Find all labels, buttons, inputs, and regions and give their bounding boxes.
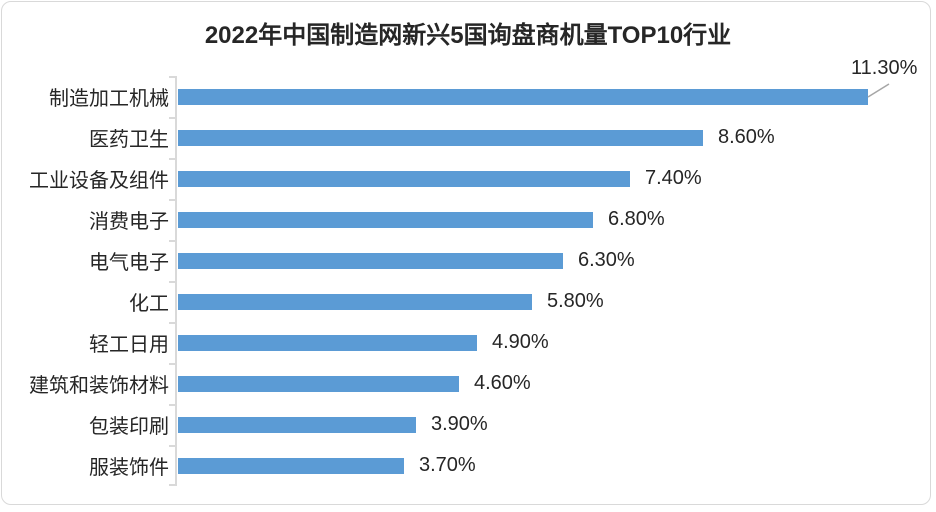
axis-tick [169,363,176,365]
bar-row: 制造加工机械 [0,76,930,117]
category-label: 服装饰件 [89,457,169,479]
category-label: 电气电子 [89,252,169,274]
category-axis-line [175,76,177,486]
bar[interactable] [178,252,563,269]
bar[interactable] [178,416,416,433]
axis-tick [169,404,176,406]
bar[interactable] [178,88,868,105]
axis-tick [169,76,176,78]
category-label: 建筑和装饰材料 [29,375,169,397]
axis-ticks [169,76,176,486]
value-label: 7.40% [645,167,702,189]
bar-row: 电气电子 6.30% [0,240,930,281]
bar[interactable] [178,211,593,228]
bar-track [178,76,930,117]
bar-track: 4.90% [178,322,930,363]
axis-tick [169,240,176,242]
axis-tick [169,281,176,283]
category-label: 消费电子 [89,211,169,233]
bar-track: 6.80% [178,199,930,240]
bar[interactable] [178,375,459,392]
bar[interactable] [178,334,477,351]
axis-tick [169,199,176,201]
value-label-callout: 11.30% [851,57,918,79]
value-label: 3.70% [419,454,476,476]
bar-row: 轻工日用 4.90% [0,322,930,363]
bar-row: 消费电子 6.80% [0,199,930,240]
bar-row: 医药卫生 8.60% [0,117,930,158]
bar[interactable] [178,457,404,474]
category-label: 医药卫生 [89,129,169,151]
bar-track: 6.30% [178,240,930,281]
category-label: 化工 [129,293,169,315]
value-label: 6.30% [578,249,635,271]
category-label: 制造加工机械 [49,88,169,110]
value-label: 6.80% [608,208,665,230]
bar-row: 建筑和装饰材料 4.60% [0,363,930,404]
value-label: 5.80% [547,290,604,312]
axis-tick [169,158,176,160]
bar[interactable] [178,170,630,187]
bar[interactable] [178,293,532,310]
bar-row: 服装饰件 3.70% [0,445,930,486]
axis-tick [169,484,176,486]
bar-track: 3.90% [178,404,930,445]
category-label: 包装印刷 [89,416,169,438]
axis-tick [169,322,176,324]
bar-track: 5.80% [178,281,930,322]
value-label: 4.60% [474,372,531,394]
chart-title: 2022年中国制造网新兴5国询盘商机量TOP10行业 [204,22,732,49]
axis-tick [169,445,176,447]
category-label: 工业设备及组件 [29,170,169,192]
bar[interactable] [178,129,703,146]
bar-track: 8.60% [178,117,930,158]
bar-track: 4.60% [178,363,930,404]
value-label: 8.60% [718,126,775,148]
value-label: 3.90% [431,413,488,435]
value-label: 4.90% [492,331,549,353]
bar-row: 工业设备及组件 7.40% [0,158,930,199]
bar-row: 化工 5.80% [0,281,930,322]
bar-track: 7.40% [178,158,930,199]
axis-tick [169,117,176,119]
bar-row: 包装印刷 3.90% [0,404,930,445]
category-label: 轻工日用 [89,334,169,356]
bar-track: 3.70% [178,445,930,486]
bar-rows: 制造加工机械医药卫生 8.60% 工业设备及组件 7.40% 消费电子 6.80% 电气电子… [0,76,930,486]
